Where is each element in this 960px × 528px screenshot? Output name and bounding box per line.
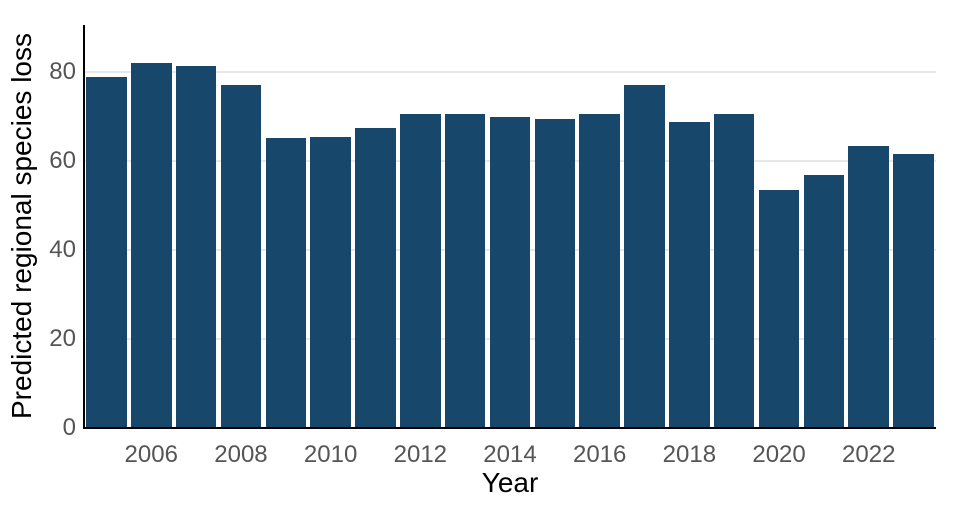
y-tick-label-20: 20 (49, 325, 76, 353)
y-axis-line (83, 25, 85, 429)
y-tick-label-80: 80 (49, 58, 76, 86)
bar-2009 (265, 138, 307, 428)
y-tick-label-0: 0 (62, 414, 76, 441)
x-tick-label-2012: 2012 (393, 441, 448, 468)
bar-2018 (669, 121, 710, 428)
bar-2019 (713, 114, 755, 428)
x-tick-label-2022: 2022 (842, 441, 896, 468)
bar-2016 (579, 114, 620, 428)
bar-2023 (893, 154, 934, 428)
bar-2007 (175, 65, 217, 428)
bar-2012 (400, 113, 441, 428)
y-tick-label-60: 60 (49, 147, 76, 175)
bar-2022 (848, 146, 889, 428)
x-tick-label-2010: 2010 (303, 441, 358, 468)
x-tick-label-2018: 2018 (662, 441, 717, 468)
bar-2020 (758, 190, 800, 428)
bar-2005 (86, 76, 127, 428)
plot-area (84, 25, 936, 428)
x-tick-label-2016: 2016 (572, 441, 627, 468)
bar-2021 (803, 174, 845, 428)
x-axis-line (83, 427, 936, 429)
x-tick-label-2006: 2006 (124, 441, 178, 468)
bar-2011 (355, 127, 396, 428)
bar-2015 (534, 118, 576, 428)
bar-2014 (489, 116, 531, 428)
gridline-80 (84, 71, 936, 74)
x-tick-label-2008: 2008 (214, 441, 268, 468)
y-tick-label-40: 40 (49, 236, 76, 264)
bar-2008 (220, 85, 262, 428)
bar-2017 (624, 85, 665, 428)
bar-2013 (444, 113, 486, 428)
x-tick-label-2014: 2014 (483, 441, 537, 468)
y-axis-title: Predicted regional species loss (6, 33, 37, 419)
bar-2006 (131, 63, 172, 428)
x-tick-label-2020: 2020 (752, 441, 806, 468)
x-axis-title: Year (481, 467, 539, 498)
bar-2010 (310, 137, 351, 428)
